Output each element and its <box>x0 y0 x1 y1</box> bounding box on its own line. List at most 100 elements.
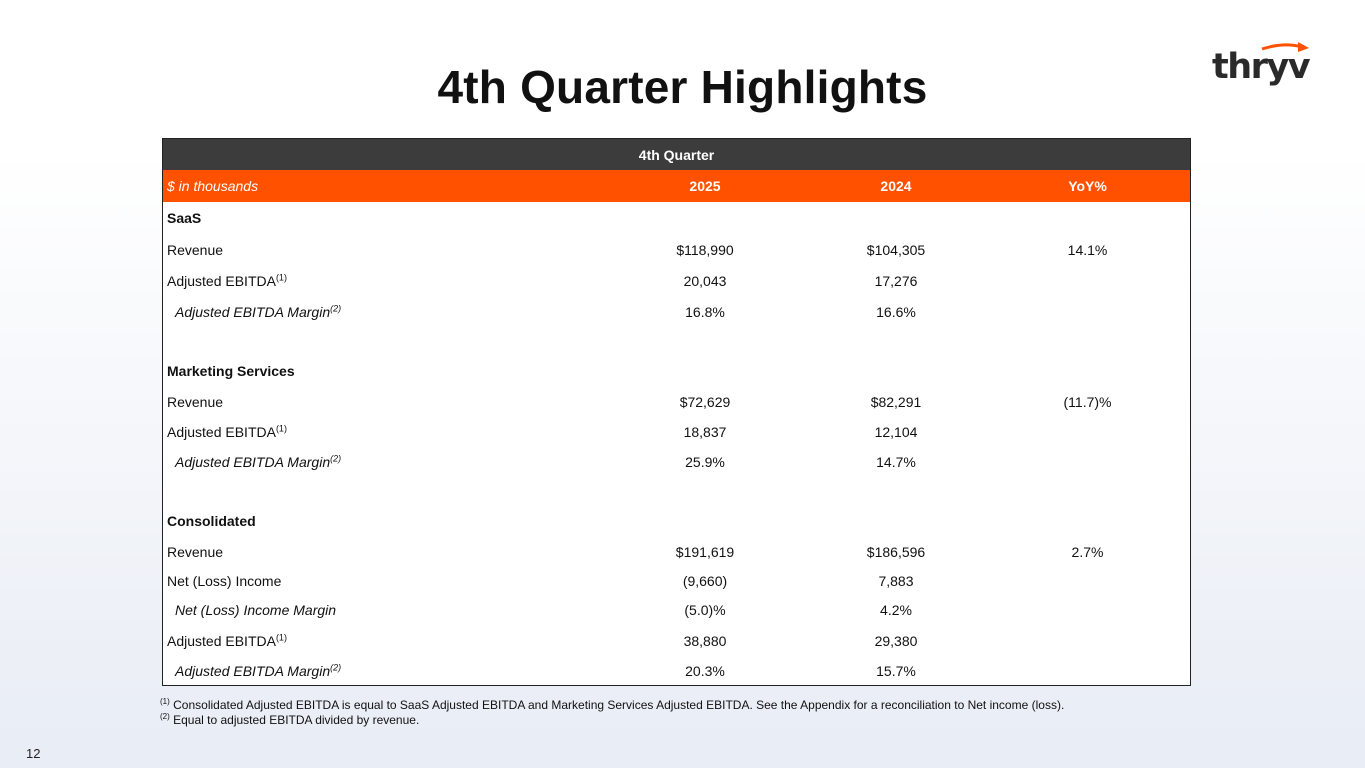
cell-2024: $104,305 <box>866 242 926 258</box>
row-footnote-marker: (1) <box>275 423 287 434</box>
cell-yoy <box>985 594 1190 626</box>
footnote-marker: (1) <box>160 697 170 706</box>
page-number: 12 <box>26 746 41 761</box>
footnote-marker: (2) <box>160 712 170 721</box>
units-label: $ in thousands <box>163 170 603 202</box>
row-label-text: Net (Loss) Income Margin <box>175 602 337 618</box>
cell-2025: $118,990 <box>676 242 734 258</box>
table-row: Marketing Services <box>163 356 1190 386</box>
cell-2024: $82,291 <box>870 394 922 410</box>
logo-wordmark: thryv <box>1212 47 1311 87</box>
row-label: Revenue <box>163 234 603 266</box>
table-row: Adjusted EBITDA Margin(2) 25.9% 14.7% <box>163 446 1190 478</box>
cell-2024: 17,276 <box>874 273 918 289</box>
cell-yoy <box>985 418 1190 446</box>
highlights-table: 4th Quarter $ in thousands 2025 2024 YoY… <box>162 138 1191 686</box>
cell-2025: 20,043 <box>683 273 727 289</box>
cell-yoy <box>985 568 1190 594</box>
table-row: Consolidated <box>163 506 1190 536</box>
row-label-text: Adjusted EBITDA Margin <box>175 304 331 320</box>
table-row: Adjusted EBITDA(1) 18,837 12,104 <box>163 418 1190 446</box>
row-label-text: Revenue <box>167 544 224 560</box>
section-label-consolidated: Consolidated <box>167 513 256 529</box>
spacer-row <box>163 478 1190 506</box>
row-label-text: Net (Loss) Income <box>167 573 282 589</box>
cell-2024: 7,883 <box>878 573 914 589</box>
cell-2025 <box>603 202 807 234</box>
table-row: Revenue $191,619 $186,596 2.7% <box>163 536 1190 568</box>
table-row: Net (Loss) Income (9,660) 7,883 <box>163 568 1190 594</box>
row-label-text: Revenue <box>167 242 224 258</box>
cell-2025: 18,837 <box>683 424 727 440</box>
row-label: Adjusted EBITDA Margin(2) <box>163 446 603 478</box>
row-footnote-marker: (1) <box>275 272 287 283</box>
cell-yoy <box>985 656 1190 685</box>
cell-2024 <box>807 506 985 536</box>
table-row: Adjusted EBITDA(1) 20,043 17,276 <box>163 266 1190 296</box>
row-label: Adjusted EBITDA Margin(2) <box>163 296 603 328</box>
spacer-row <box>163 328 1190 356</box>
page-title: 4th Quarter Highlights <box>437 61 928 113</box>
row-label: Adjusted EBITDA(1) <box>163 626 603 656</box>
row-label: Revenue <box>163 536 603 568</box>
cell-yoy <box>985 626 1190 656</box>
row-label-text: Adjusted EBITDA Margin <box>175 454 331 470</box>
cell-yoy: 14.1% <box>1067 242 1108 258</box>
cell-2025: $191,619 <box>675 544 735 560</box>
section-label-saas: SaaS <box>167 210 202 226</box>
row-footnote-marker: (2) <box>330 303 342 314</box>
table-row: Adjusted EBITDA Margin(2) 16.8% 16.6% <box>163 296 1190 328</box>
cell-yoy <box>985 506 1190 536</box>
row-label-text: Revenue <box>167 394 224 410</box>
cell-2025: (9,660) <box>682 573 728 589</box>
logo-arrow-icon <box>1298 42 1309 52</box>
row-label: Adjusted EBITDA Margin(2) <box>163 656 603 685</box>
cell-2024 <box>807 202 985 234</box>
table-row: Revenue $72,629 $82,291 (11.7)% <box>163 386 1190 418</box>
cell-2025: $72,629 <box>679 394 731 410</box>
cell-yoy <box>985 202 1190 234</box>
footnotes: (1) Consolidated Adjusted EBITDA is equa… <box>160 698 1064 728</box>
col-header-2024: 2024 <box>807 170 985 202</box>
cell-2024: 16.6% <box>876 304 916 320</box>
cell-2024: 14.7% <box>876 454 916 470</box>
cell-2025 <box>603 506 807 536</box>
cell-2024: 4.2% <box>880 602 912 618</box>
row-label-text: Adjusted EBITDA <box>167 424 276 440</box>
row-label: Adjusted EBITDA(1) <box>163 418 603 446</box>
col-header-yoy: YoY% <box>985 170 1191 202</box>
cell-yoy: 2.7% <box>1071 544 1104 560</box>
table-row: SaaS <box>163 202 1190 234</box>
row-label: Revenue <box>163 386 603 418</box>
row-footnote-marker: (2) <box>330 453 342 464</box>
row-label-text: Adjusted EBITDA <box>167 273 276 289</box>
footnote-text: Consolidated Adjusted EBITDA is equal to… <box>173 698 1065 712</box>
column-header-row: $ in thousands 2025 2024 YoY% <box>163 170 1191 202</box>
table-row: Revenue $118,990 $104,305 14.1% <box>163 234 1190 266</box>
cell-2025 <box>603 356 807 386</box>
row-footnote-marker: (2) <box>330 661 342 672</box>
cell-2024 <box>807 356 985 386</box>
row-label: Net (Loss) Income <box>163 568 603 594</box>
row-label: Net (Loss) Income Margin <box>163 594 603 626</box>
cell-2024: 12,104 <box>874 424 918 440</box>
table-row: Adjusted EBITDA Margin(2) 20.3% 15.7% <box>163 656 1190 685</box>
footnote-1: (1) Consolidated Adjusted EBITDA is equa… <box>160 698 1064 713</box>
cell-2025: 25.9% <box>685 454 725 470</box>
cell-yoy <box>985 446 1190 478</box>
section-label-marketing-services: Marketing Services <box>167 363 295 379</box>
cell-2025: (5.0)% <box>684 602 726 618</box>
col-header-2025: 2025 <box>603 170 807 202</box>
row-label-text: Adjusted EBITDA Margin <box>175 662 331 679</box>
cell-yoy <box>985 296 1190 328</box>
period-header: 4th Quarter <box>163 139 1191 170</box>
cell-yoy <box>985 266 1190 296</box>
table-row: Net (Loss) Income Margin (5.0)% 4.2% <box>163 594 1190 626</box>
footnote-text: Equal to adjusted EBITDA divided by reve… <box>173 713 420 727</box>
cell-2025: 20.3% <box>685 662 725 679</box>
cell-yoy <box>985 356 1190 386</box>
row-label: Adjusted EBITDA(1) <box>163 266 603 296</box>
cell-yoy: (11.7)% <box>1063 394 1112 410</box>
row-label-text: Adjusted EBITDA <box>167 633 276 649</box>
table-row: Adjusted EBITDA(1) 38,880 29,380 <box>163 626 1190 656</box>
